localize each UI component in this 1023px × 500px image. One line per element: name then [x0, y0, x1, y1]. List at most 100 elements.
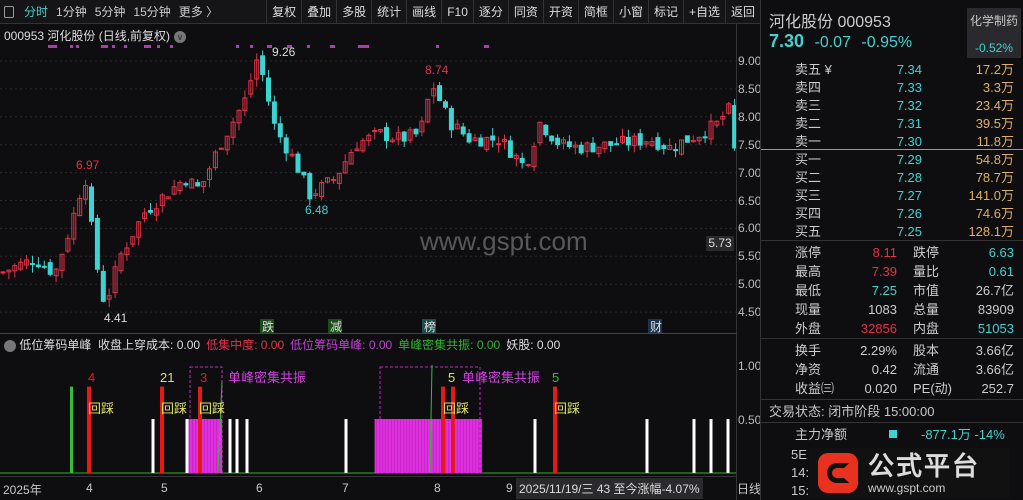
button-multi[interactable]: 多股 — [336, 0, 371, 23]
stat-row: 最高 7.39 量比 0.61 — [761, 262, 1023, 281]
signal-bar — [344, 419, 348, 473]
candle-body — [41, 265, 47, 268]
button-kaizi[interactable]: 开资 — [542, 0, 578, 23]
button-f10[interactable]: F10 — [441, 0, 473, 23]
bid-price: 7.27 — [896, 188, 922, 203]
button-small-window[interactable]: 小窗 — [612, 0, 648, 23]
candle-body — [496, 143, 502, 146]
stat-value: 1083 — [868, 302, 897, 317]
indicator-field: 低集中度: 0.00 — [206, 338, 284, 352]
ask-volume: 39.5万 — [975, 116, 1014, 131]
bid-volume: 128.1万 — [968, 224, 1014, 239]
current-price-tag: 5.73 — [706, 236, 734, 251]
candle-body — [295, 153, 301, 173]
stat-value: 252.7 — [981, 381, 1014, 396]
candle-body — [153, 208, 159, 216]
button-back[interactable]: 返回 — [724, 0, 760, 23]
ask-price: 7.31 — [896, 116, 922, 131]
tab-5min[interactable]: 5分钟 — [94, 4, 126, 19]
ask-volume: 23.4万 — [975, 98, 1014, 113]
button-zhufen[interactable]: 逐分 — [472, 0, 508, 23]
tab-15min[interactable]: 15分钟 — [133, 4, 171, 19]
stat-value: 0.020 — [864, 381, 897, 396]
candle-body — [625, 136, 631, 146]
button-tongzi[interactable]: 同资 — [507, 0, 543, 23]
indicator-menu-icon[interactable] — [4, 339, 16, 352]
chevron-down-icon[interactable]: v — [174, 31, 187, 43]
signal-bar — [245, 419, 249, 473]
time-row: 15: — [791, 483, 810, 498]
axis-divider — [736, 24, 737, 500]
panel-divider — [0, 333, 737, 334]
period-label[interactable]: 日线 — [737, 482, 762, 496]
signal-dot — [50, 45, 53, 48]
tab-1min[interactable]: 1分钟 — [56, 4, 87, 19]
price-axis-label: 7.50 — [738, 137, 762, 152]
ask-row: 卖一 7.30 11.8万 — [761, 132, 1023, 151]
stat-label: 最高 — [795, 264, 822, 279]
candle-body — [71, 212, 77, 240]
candle-body — [271, 101, 277, 124]
indicator-axis-1: 1.00 — [738, 359, 762, 373]
price-axis-label: 7.00 — [738, 165, 762, 180]
stat-label: 跌停 — [913, 245, 940, 260]
candle-body — [47, 262, 53, 275]
button-overlay[interactable]: 叠加 — [301, 0, 336, 23]
signal-bar — [709, 419, 713, 473]
candle-body — [407, 129, 413, 141]
pullback-label: 回踩 — [88, 401, 114, 416]
ask-row: 卖三 7.32 23.4万 — [761, 96, 1023, 115]
kline-chart[interactable]: 9.268.746.974.416.48跌减榜财4 21 3 5 5回踩 回踩 回踩 回踩 回踩… — [0, 0, 737, 500]
stat-label: 换手 — [795, 343, 822, 358]
low-conc-bar — [441, 386, 445, 473]
sector-change: -0.52% — [974, 41, 1014, 55]
candle-body — [484, 136, 490, 150]
candle-body — [124, 247, 130, 256]
candle-body — [242, 97, 248, 111]
stat-label: 流通 — [913, 362, 940, 377]
candle-body — [183, 183, 189, 186]
sector-box[interactable]: 化学制药 -0.52% — [967, 8, 1021, 58]
panel-toggle-icon[interactable] — [4, 5, 14, 18]
stat-row: 净资 0.42 流通 3.66亿 — [761, 360, 1023, 379]
stat-value: 3.66亿 — [975, 362, 1014, 377]
bid-row: 买二 7.28 78.7万 — [761, 168, 1023, 187]
price-axis-label: 4.50 — [738, 305, 762, 320]
stat-value: 51053 — [977, 321, 1014, 336]
candle-body — [507, 140, 513, 158]
candle-body — [401, 131, 407, 142]
tab-more[interactable]: 更多 〉 — [178, 4, 219, 19]
tab-intraday[interactable]: 分时 — [24, 4, 49, 19]
indicator-name[interactable]: 低位筹码单峰 — [19, 338, 92, 352]
stat-label: PE(动) — [913, 381, 953, 396]
button-draw[interactable]: 画线 — [406, 0, 441, 23]
candle-body — [77, 197, 83, 217]
event-marker: 跌 — [262, 319, 274, 334]
indicator-field-value: 0.00 — [476, 338, 501, 352]
candle-body — [389, 139, 395, 143]
button-simple-frame[interactable]: 简框 — [577, 0, 613, 23]
button-mark[interactable]: 标记 — [647, 0, 683, 23]
signal-bar — [151, 419, 155, 473]
candle-body — [543, 124, 549, 136]
candle-body — [372, 130, 378, 133]
event-marker-bg — [648, 319, 662, 333]
button-stats[interactable]: 统计 — [371, 0, 406, 23]
candle-body — [89, 186, 94, 222]
signal-bar — [533, 419, 537, 473]
signal-dot — [330, 45, 333, 48]
stat-row: 外盘 32856 内盘 51053 — [761, 319, 1023, 338]
stat-value: 6.63 — [988, 245, 1014, 260]
stat-label: 股本 — [913, 343, 940, 358]
candle-body — [649, 141, 655, 146]
signal-dot — [170, 45, 173, 48]
candle-body — [94, 217, 100, 270]
button-fuquan[interactable]: 复权 — [266, 0, 301, 23]
button-add-watchlist[interactable]: +自选 — [682, 0, 725, 23]
signal-dot — [52, 45, 55, 48]
stat-label: 收益㈢ — [795, 381, 835, 396]
count-label: 3 — [200, 370, 207, 385]
indicator-field-label: 低集中度: — [206, 338, 258, 352]
event-marker: 减 — [330, 320, 342, 334]
ask-price: 7.30 — [896, 134, 922, 149]
